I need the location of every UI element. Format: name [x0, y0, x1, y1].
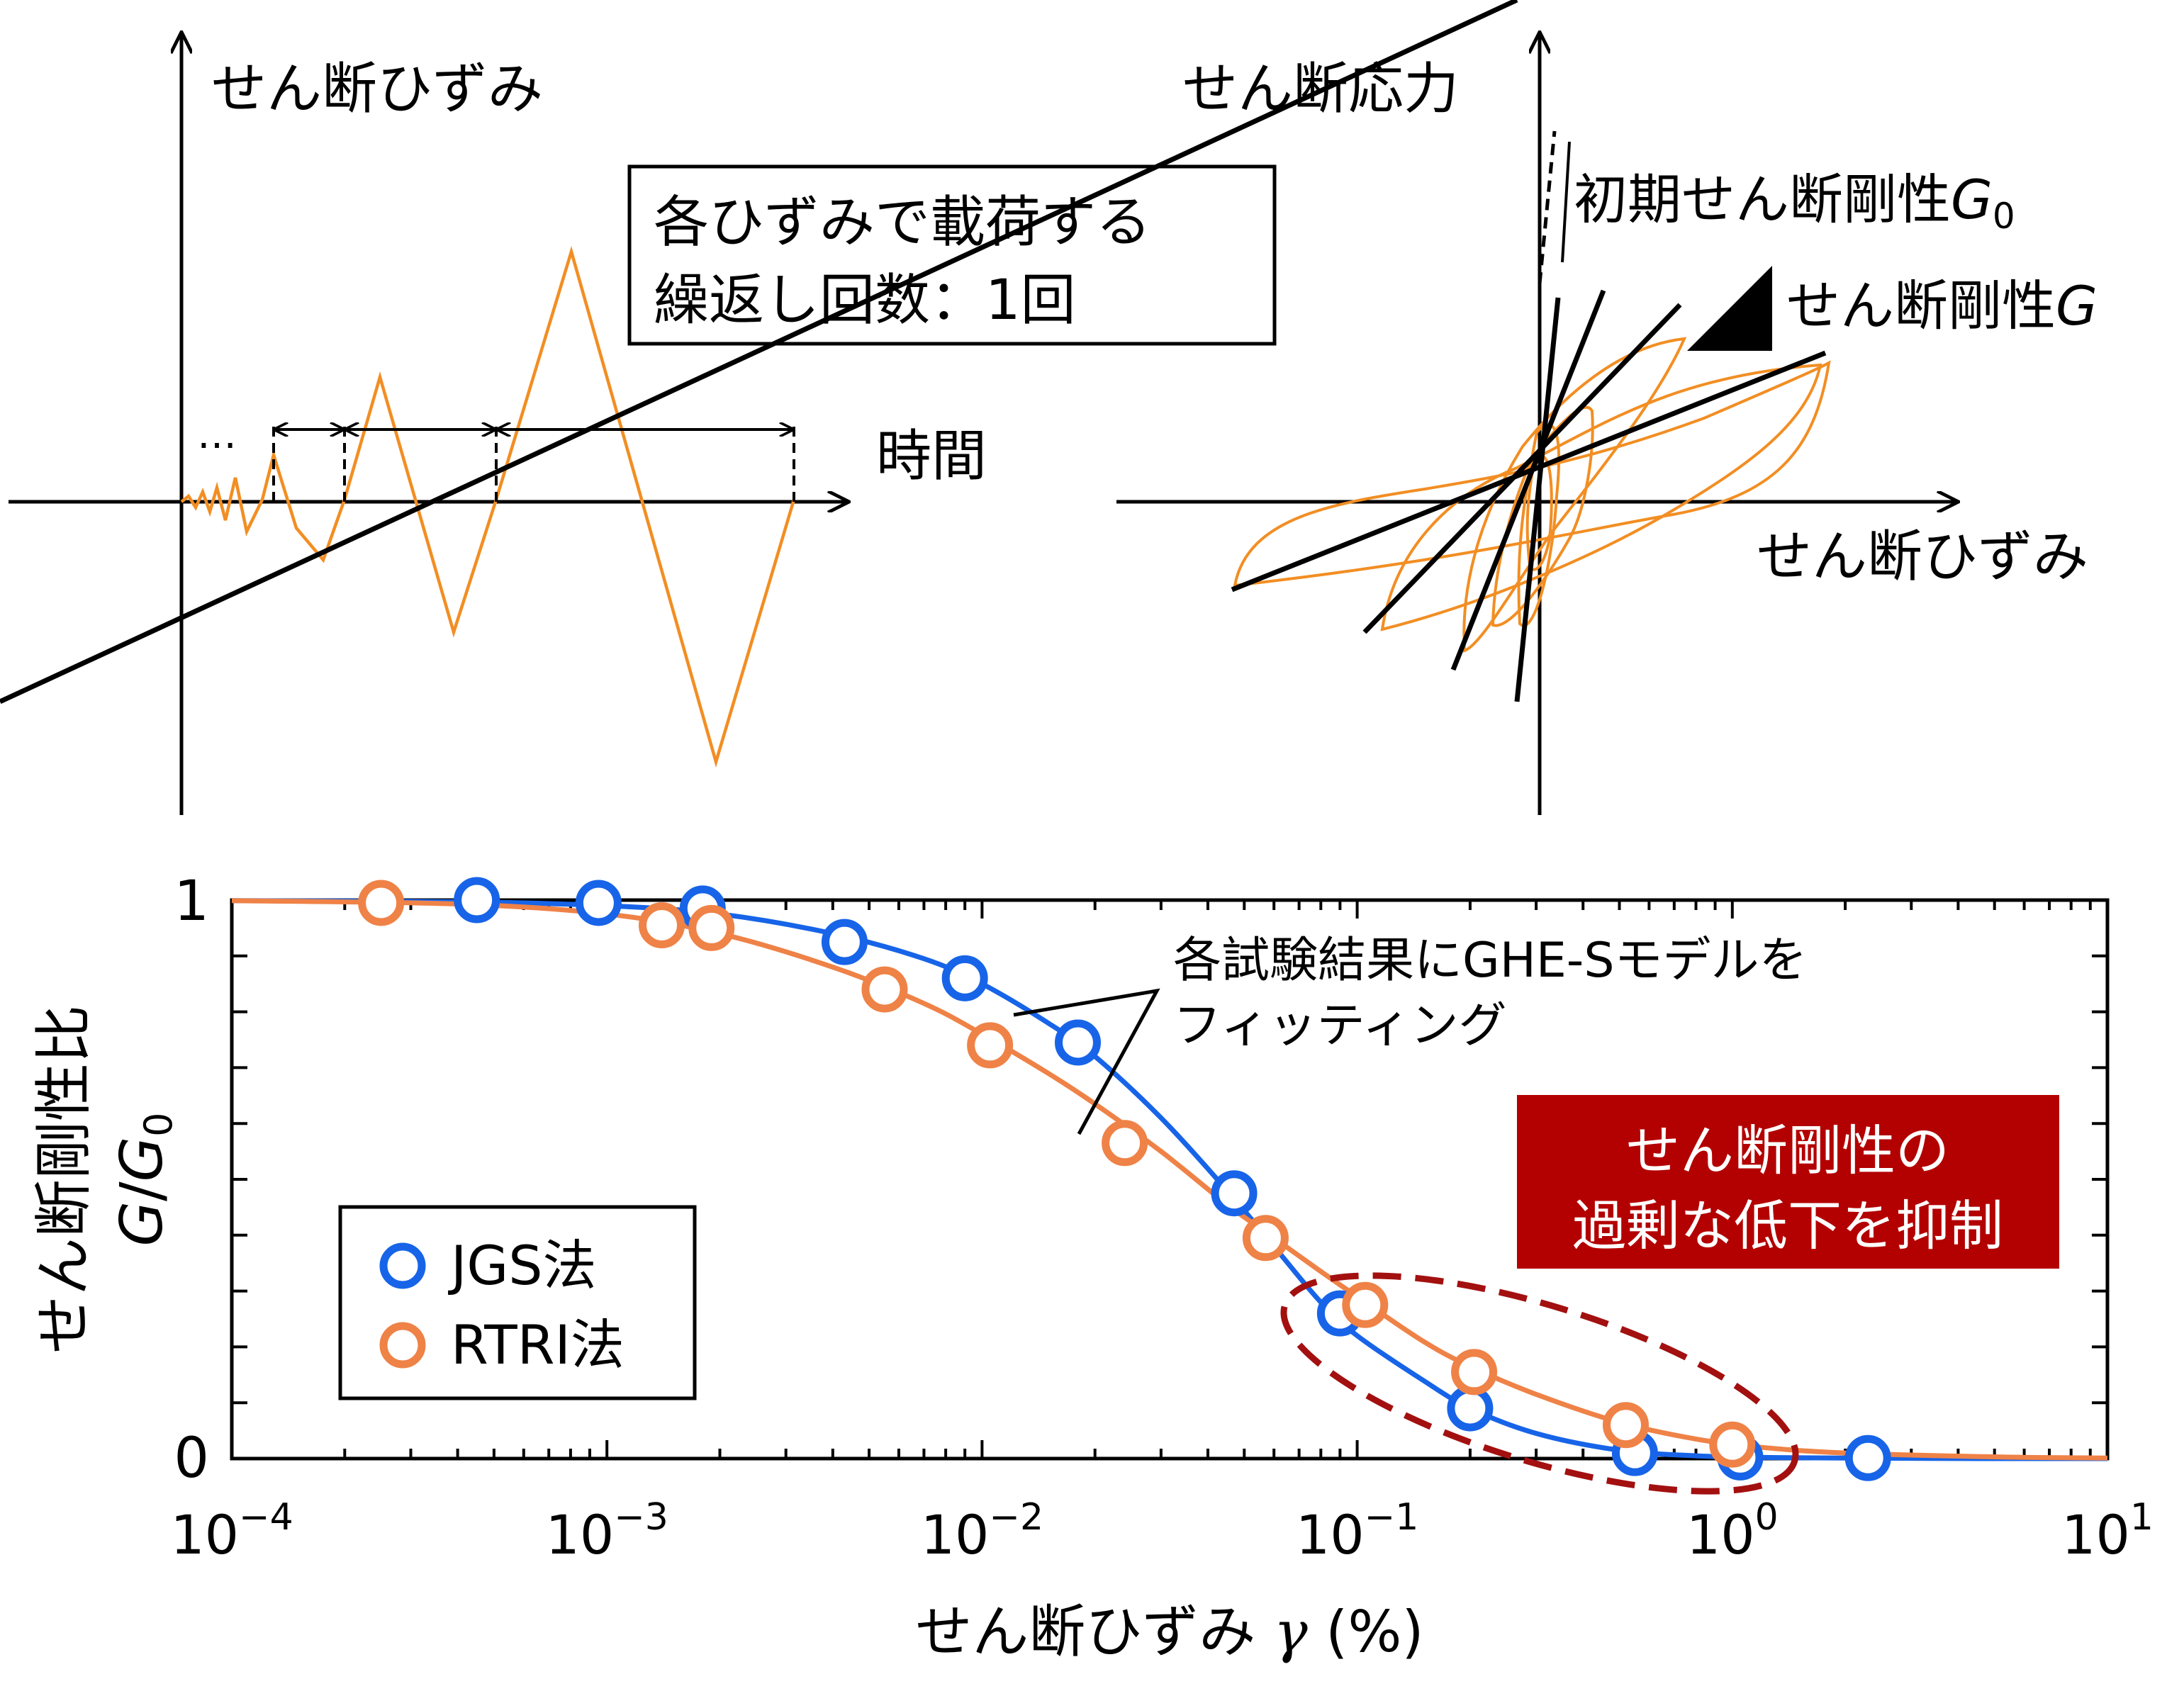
modulus-reduction-chart: 1 0 10−4 10−3 10−2 10−1 100 101 せん断ひずみ γ (%) … [30, 870, 2154, 1665]
y-axis-label: せん断剛性比 G/G0 [30, 1005, 181, 1354]
g0-label: 初期せん断剛性G0 [1574, 168, 2015, 237]
hysteresis-panel: せん断応力 せん断ひずみ 初期せん断剛性G0 せん断剛性G [0, 0, 2098, 815]
data-point-jgs [1844, 1434, 1891, 1481]
data-point-rtri [688, 904, 735, 951]
x-tick-label: 100 [1686, 1496, 1779, 1566]
hysteresis-loop-5 [1380, 363, 1822, 631]
secant-line-4 [1231, 350, 1827, 593]
data-point-rtri [861, 966, 908, 1013]
hysteresis-x-label: せん断ひずみ [1757, 525, 2088, 589]
highlight-box [1517, 1095, 2059, 1269]
legend-marker-jgs [379, 1242, 426, 1289]
x-tick-labels: 10−4 10−3 10−2 10−1 100 101 [170, 1496, 2154, 1566]
legend-label-rtri: RTRI法 [451, 1313, 625, 1376]
loading-note-box [627, 164, 1277, 346]
data-point-jgs [575, 880, 622, 926]
data-point-jgs [821, 919, 868, 965]
y-tick-0: 0 [174, 1427, 209, 1490]
secant-line-3 [1362, 303, 1682, 634]
loading-note-line1: 各ひずみで載荷する [654, 191, 1151, 254]
x-tick-label: 10−3 [546, 1496, 668, 1566]
data-point-jgs [1211, 1170, 1258, 1217]
y-axis-label-line1: せん断剛性比 [30, 1005, 98, 1354]
strain-history-y-label: せん断ひずみ [211, 57, 543, 121]
x-tick-label: 101 [2061, 1496, 2154, 1566]
data-point-rtri [1603, 1402, 1650, 1449]
highlight-line2: 過剰な低下を抑制 [1572, 1194, 2003, 1257]
x-tick-label: 10−2 [921, 1496, 1043, 1566]
data-point-rtri [967, 1022, 1014, 1069]
strain-history-panel: せん断ひずみ 時間 … 各ひずみで載荷する 繰返し回数：1回 [9, 34, 1277, 815]
fit-annotation-leader [1013, 988, 1160, 1135]
ellipsis-dots: … [197, 412, 237, 458]
data-point-rtri [1451, 1349, 1498, 1395]
data-point-rtri [1242, 1215, 1289, 1262]
initial-stiffness-dashed [1538, 130, 1557, 284]
hysteresis-loop-6 [1233, 360, 1831, 588]
g0-leader-line [1561, 141, 1571, 263]
data-point-rtri [358, 880, 405, 926]
data-point-rtri [1342, 1281, 1389, 1328]
stiffness-triangle-icon [1687, 266, 1772, 351]
secant-line-1b [1514, 297, 1561, 702]
data-point-rtri [639, 902, 685, 948]
data-point-jgs [1447, 1385, 1494, 1432]
x-tick-label: 10−1 [1296, 1496, 1418, 1566]
axis-ticks [230, 900, 2107, 1459]
data-markers [358, 877, 1891, 1481]
y-tick-1: 1 [174, 870, 209, 933]
x-axis-label: せん断ひずみ γ (%) [915, 1599, 1423, 1665]
strain-waveform [180, 246, 796, 768]
y-axis-label-line2: G/G0 [108, 1112, 181, 1246]
data-point-rtri [1709, 1421, 1756, 1468]
legend-marker-rtri [379, 1322, 426, 1369]
g-label: せん断剛性G [1786, 274, 2098, 337]
highlight-ellipse [1280, 1272, 1799, 1495]
highlight-line1: せん断剛性の [1626, 1119, 1949, 1182]
data-point-jgs [454, 877, 500, 923]
data-point-jgs [941, 955, 988, 1001]
secant-line-2 [1450, 289, 1606, 671]
fit-annotation-line1: 各試験結果にGHE-Sモデルを [1173, 933, 1808, 989]
fit-annotation-line2: フィッティング [1173, 998, 1507, 1054]
strain-history-x-label: 時間 [876, 425, 987, 488]
hysteresis-loop-2 [1517, 423, 1561, 627]
secant-line-1 [0, 0, 1518, 704]
data-point-jgs [1054, 1019, 1101, 1066]
data-point-rtri [1102, 1120, 1148, 1167]
x-tick-label: 10−4 [170, 1496, 293, 1566]
secant-lines [0, 0, 1827, 704]
legend-label-jgs: JGS法 [448, 1234, 597, 1297]
